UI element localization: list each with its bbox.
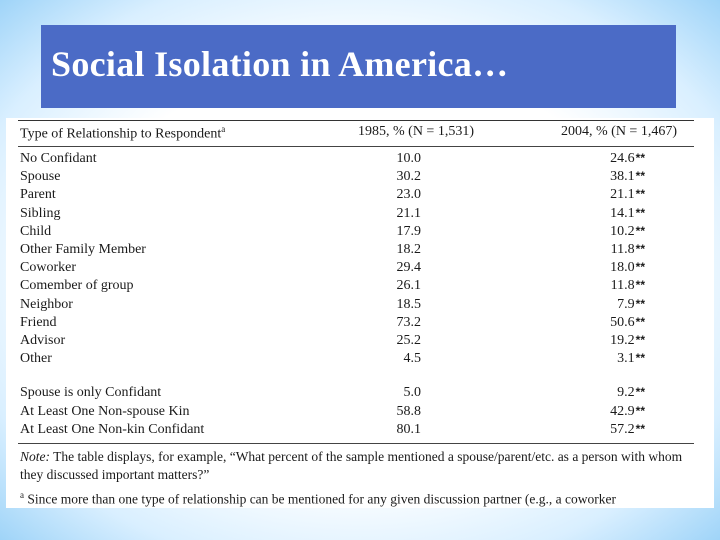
value-1985: 4.5 — [403, 351, 422, 367]
table-row: Friend 73.2 50.6** — [18, 315, 694, 333]
significance-marker: ** — [635, 223, 645, 238]
row-label: Child — [20, 223, 52, 239]
value-2004: 18.0** — [610, 260, 645, 276]
significance-marker: ** — [635, 385, 645, 400]
table-row: At Least One Non-kin Confidant 80.1 57.2** — [18, 422, 694, 440]
slide-title: Social Isolation in America… — [51, 44, 509, 84]
significance-marker: ** — [635, 314, 645, 329]
value-1985: 30.2 — [396, 169, 422, 185]
table-row: Other Family Member 18.2 11.8** — [18, 242, 694, 260]
header-2004: 2004, % (N = 1,467) — [561, 124, 677, 139]
table-row: Coworker 29.4 18.0** — [18, 260, 694, 278]
table-row: No Confidant 10.0 24.6** — [18, 151, 694, 169]
value-1985: 25.2 — [396, 333, 422, 348]
table-row: Parent 23.0 21.1** — [18, 187, 694, 205]
value-2004: 7.9** — [617, 296, 645, 312]
table-row: Neighbor 18.5 7.9** — [18, 297, 694, 315]
significance-marker: ** — [635, 296, 645, 311]
significance-marker: ** — [635, 260, 645, 275]
row-label: Friend — [20, 314, 57, 330]
value-1985: 18.5 — [396, 296, 422, 312]
value-2004: 38.1** — [610, 169, 645, 185]
value-2004: 9.2** — [617, 385, 645, 401]
significance-marker: ** — [635, 187, 645, 202]
significance-marker: ** — [635, 151, 645, 165]
significance-marker: ** — [635, 169, 645, 184]
table-row: Comember of group 26.1 11.8** — [18, 278, 694, 296]
value-1985: 10.0 — [396, 151, 422, 166]
value-1985: 5.0 — [403, 385, 422, 401]
row-label: Other — [20, 351, 52, 367]
table-top-rule — [18, 120, 694, 121]
row-label: Spouse — [20, 169, 61, 185]
table-note: Note: The table displays, for example, “… — [20, 449, 683, 482]
data-table-panel: Type of Relationship to Respondenta 1985… — [6, 118, 714, 508]
value-2004: 21.1** — [610, 187, 645, 203]
significance-marker: ** — [635, 403, 645, 418]
table-bottom-rule — [18, 443, 694, 444]
row-label: No Confidant — [20, 151, 97, 166]
value-2004: 10.2** — [610, 223, 645, 239]
table-row: At Least One Non-spouse Kin 58.8 42.9** — [18, 404, 694, 422]
significance-marker: ** — [635, 205, 645, 220]
row-label: At Least One Non-kin Confidant — [20, 421, 205, 437]
significance-marker: ** — [635, 351, 645, 366]
table-row: Spouse is only Confidant 5.0 9.2** — [18, 385, 694, 403]
significance-marker: ** — [635, 333, 645, 347]
significance-marker: ** — [635, 242, 645, 256]
value-1985: 80.1 — [396, 421, 422, 437]
row-label: Neighbor — [20, 296, 73, 312]
row-label: Comember of group — [20, 278, 134, 294]
value-2004: 14.1** — [610, 205, 645, 221]
table-row: Advisor 25.2 19.2** — [18, 333, 694, 351]
value-2004: 50.6** — [610, 314, 645, 330]
value-1985: 18.2 — [396, 242, 422, 257]
row-label: Parent — [20, 187, 56, 203]
value-2004: 57.2** — [610, 421, 645, 437]
value-1985: 58.8 — [396, 403, 422, 419]
value-1985: 73.2 — [396, 314, 422, 330]
table-row: Child 17.9 10.2** — [18, 224, 694, 242]
header-1985: 1985, % (N = 1,531) — [358, 124, 474, 139]
value-1985: 17.9 — [396, 223, 422, 239]
value-2004: 11.8** — [610, 242, 645, 257]
table-row: Sibling 21.1 14.1** — [18, 206, 694, 224]
table-footnote: a Since more than one type of relationsh… — [20, 490, 616, 507]
value-2004: 42.9** — [610, 403, 645, 419]
row-label: Spouse is only Confidant — [20, 385, 162, 401]
row-label: At Least One Non-spouse Kin — [20, 403, 190, 419]
value-1985: 29.4 — [396, 260, 422, 276]
value-2004: 11.8** — [610, 278, 645, 294]
row-label: Other Family Member — [20, 242, 146, 257]
title-banner: Social Isolation in America… — [41, 25, 676, 108]
value-2004: 3.1** — [617, 351, 645, 367]
significance-marker: ** — [635, 278, 645, 293]
value-2004: 19.2** — [610, 333, 645, 348]
significance-marker: ** — [635, 421, 645, 436]
header-relationship-type: Type of Relationship to Respondenta — [20, 124, 226, 142]
table-row: Spouse 30.2 38.1** — [18, 169, 694, 187]
row-label: Advisor — [20, 333, 66, 348]
value-1985: 23.0 — [396, 187, 422, 203]
table-row: Other 4.5 3.1** — [18, 351, 694, 369]
value-1985: 21.1 — [396, 205, 422, 221]
table-header-rule — [18, 146, 694, 147]
value-2004: 24.6** — [610, 151, 645, 166]
row-label: Coworker — [20, 260, 76, 276]
row-label: Sibling — [20, 205, 61, 221]
header-footnote-marker: a — [221, 124, 226, 134]
value-1985: 26.1 — [396, 278, 422, 294]
